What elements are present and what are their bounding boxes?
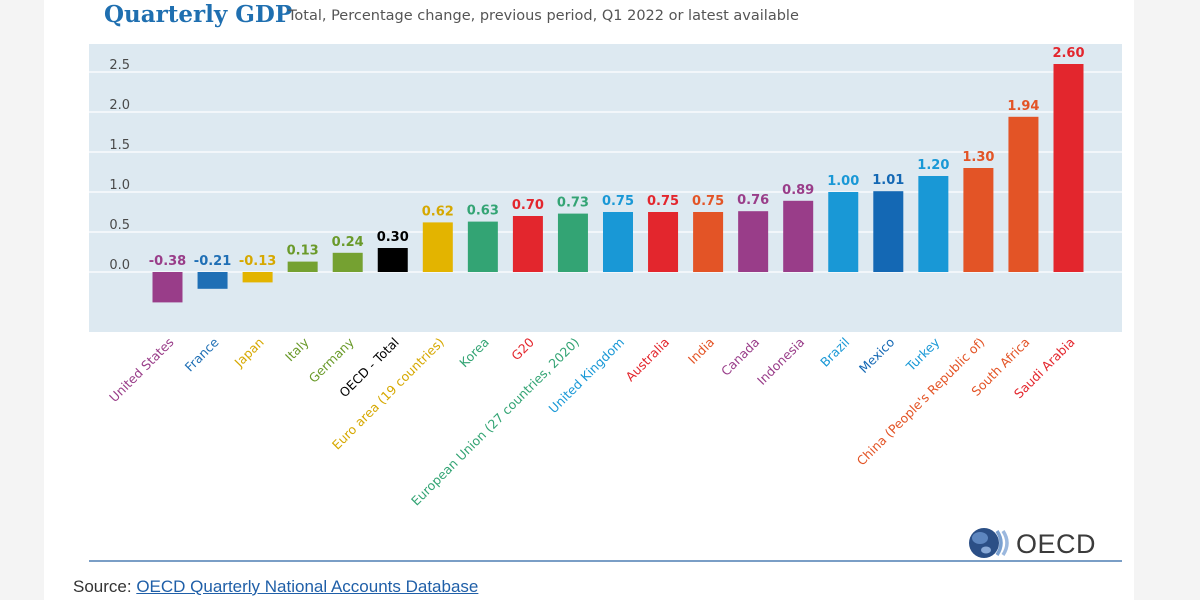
category-label: Japan bbox=[231, 335, 267, 371]
bar bbox=[1008, 116, 1039, 272]
bar bbox=[963, 168, 994, 272]
bar-value-label: 1.30 bbox=[962, 150, 994, 165]
category-label: Korea bbox=[456, 335, 492, 371]
bar-value-label: 1.20 bbox=[917, 158, 949, 173]
category-label: Brazil bbox=[817, 335, 852, 370]
chart-svg: Quarterly GDP Total, Percentage change, … bbox=[89, 1, 1122, 562]
globe-icon bbox=[969, 528, 1009, 558]
bar bbox=[152, 272, 183, 303]
y-tick-label: 2.0 bbox=[109, 98, 130, 113]
category-label: Australia bbox=[622, 335, 672, 385]
category-label: European Union (27 countries, 2020) bbox=[408, 335, 582, 509]
bar-value-label: 0.62 bbox=[422, 204, 454, 219]
bar-value-label: 1.01 bbox=[872, 173, 904, 188]
bar bbox=[828, 192, 859, 272]
bar bbox=[377, 248, 408, 272]
source-link[interactable]: OECD Quarterly National Accounts Databas… bbox=[136, 577, 479, 596]
bar bbox=[783, 200, 814, 272]
bar bbox=[287, 261, 318, 272]
chart-card: Quarterly GDP Total, Percentage change, … bbox=[44, 0, 1134, 600]
bar-value-label: 0.75 bbox=[647, 194, 679, 209]
bar bbox=[422, 222, 453, 272]
y-tick-label: 1.5 bbox=[109, 138, 130, 153]
bar-value-label: 1.00 bbox=[827, 174, 859, 189]
oecd-logo: OECD bbox=[969, 528, 1096, 559]
bars bbox=[152, 64, 1084, 303]
y-tick-label: 0.5 bbox=[109, 218, 130, 233]
bar-value-label: -0.21 bbox=[194, 254, 231, 269]
bar-value-label: 0.63 bbox=[467, 204, 499, 219]
bar bbox=[332, 252, 363, 272]
plot-area bbox=[89, 44, 1122, 332]
bar bbox=[557, 213, 588, 272]
category-label: Turkey bbox=[902, 334, 943, 375]
bar-value-label: 0.13 bbox=[287, 244, 319, 259]
bar-value-label: 0.76 bbox=[737, 193, 769, 208]
logo-text: OECD bbox=[1016, 529, 1096, 559]
bar-value-label: 0.73 bbox=[557, 196, 589, 211]
bar bbox=[693, 212, 724, 272]
category-label: United Kingdom bbox=[546, 335, 628, 417]
bar bbox=[197, 272, 228, 289]
source-line: Source: OECD Quarterly National Accounts… bbox=[73, 577, 478, 597]
category-label: United States bbox=[106, 335, 176, 405]
y-tick-label: 2.5 bbox=[109, 58, 130, 73]
category-label: Italy bbox=[282, 334, 312, 364]
bar bbox=[738, 211, 769, 272]
chart-title: Quarterly GDP bbox=[104, 1, 292, 28]
category-label: G20 bbox=[508, 334, 537, 363]
category-label: France bbox=[182, 334, 222, 374]
y-axis-ticks: 0.0 0.5 1.0 1.5 2.0 2.5 bbox=[109, 58, 130, 273]
value-labels: -0.38 -0.21 -0.13 0.13 0.24 0.30 0.62 0.63 0.70 0… bbox=[149, 46, 1085, 269]
bar-value-label: 2.60 bbox=[1052, 46, 1084, 61]
bar bbox=[467, 221, 498, 272]
bar-value-label: 0.70 bbox=[512, 198, 544, 213]
bar-value-label: 0.24 bbox=[332, 235, 364, 250]
bar-value-label: 0.89 bbox=[782, 183, 814, 198]
category-label: India bbox=[685, 335, 717, 367]
category-label: Mexico bbox=[856, 335, 897, 376]
bar bbox=[873, 191, 904, 272]
bar bbox=[512, 216, 543, 272]
category-label: Canada bbox=[718, 335, 762, 379]
category-label: Indonesia bbox=[754, 335, 807, 388]
category-labels: United States France Japan ItalyGermanyOECD… bbox=[106, 334, 1077, 508]
bar bbox=[242, 272, 273, 283]
bar-value-label: 1.94 bbox=[1007, 99, 1039, 114]
bar bbox=[1053, 64, 1084, 272]
bar bbox=[918, 176, 949, 272]
bar-value-label: -0.13 bbox=[239, 254, 276, 269]
bar-value-label: 0.75 bbox=[602, 194, 634, 209]
bar bbox=[603, 212, 633, 272]
bar bbox=[648, 212, 679, 272]
y-tick-label: 1.0 bbox=[109, 178, 130, 193]
chart-subtitle: Total, Percentage change, previous perio… bbox=[287, 8, 799, 24]
bar-value-label: 0.75 bbox=[692, 194, 724, 209]
bar-value-label: 0.30 bbox=[377, 230, 409, 245]
y-tick-label: 0.0 bbox=[109, 258, 130, 273]
bar-value-label: -0.38 bbox=[149, 254, 186, 269]
source-prefix: Source: bbox=[73, 577, 137, 596]
